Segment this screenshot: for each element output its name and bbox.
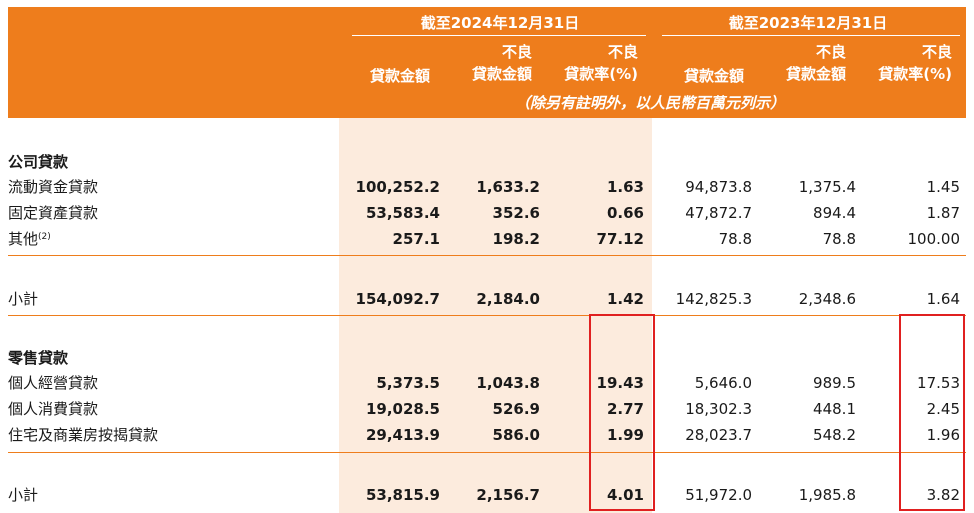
cell: 2,348.6 <box>798 290 856 308</box>
cell: 198.2 <box>492 230 540 248</box>
col-2023-npl-amount: 不良 貸款金額 <box>785 43 846 83</box>
cell: 53,583.4 <box>365 204 440 222</box>
table-row: 住宅及商業房按揭貸款 29,413.9 586.0 1.99 28,023.7 … <box>8 423 966 447</box>
highlight-box-2024-npl-ratio <box>589 314 655 511</box>
table-row: 個人經營貸款 5,373.5 1,043.8 19.43 5,646.0 989… <box>8 371 966 395</box>
cell: 5,373.5 <box>376 374 440 392</box>
table-row: 其他(2) 257.1 198.2 77.12 78.8 78.8 100.00 <box>8 227 966 251</box>
col-2024-loan-amount: 貸款金額 <box>369 67 430 85</box>
col-2024-npl-amount: 不良 貸款金額 <box>471 43 532 83</box>
table-header <box>8 7 966 118</box>
cell: 94,873.8 <box>685 178 752 196</box>
cell: 1.87 <box>926 204 960 222</box>
period-2023-rule <box>662 35 960 36</box>
table-row: 流動資金貸款 100,252.2 1,633.2 1.63 94,873.8 1… <box>8 175 966 199</box>
cell: 2,184.0 <box>476 290 540 308</box>
cell: 448.1 <box>813 400 856 418</box>
footnote-marker: (2) <box>38 232 51 242</box>
currency-note: （除另有註明外，以人民幣百萬元列示） <box>514 94 785 112</box>
period-2024-rule <box>352 35 646 36</box>
cell: 2,156.7 <box>476 486 540 504</box>
col-2023-npl-ratio: 不良 貸款率(%) <box>878 43 952 83</box>
cell: 100,252.2 <box>355 178 440 196</box>
section-label: 公司貸款 <box>8 153 69 171</box>
divider <box>8 315 966 316</box>
period-2023-label: 截至2023年12月31日 <box>728 14 888 32</box>
cell: 989.5 <box>813 374 856 392</box>
row-label: 個人消費貸款 <box>8 400 99 418</box>
highlight-box-2023-npl-ratio <box>899 314 965 511</box>
cell: 142,825.3 <box>675 290 752 308</box>
row-label: 小計 <box>8 486 39 504</box>
row-label: 其他(2) <box>8 230 51 248</box>
cell: 548.2 <box>813 426 856 444</box>
cell: 29,413.9 <box>365 426 440 444</box>
cell: 2.45 <box>926 400 960 418</box>
row-label: 小計 <box>8 290 39 308</box>
cell: 18,302.3 <box>685 400 752 418</box>
cell: 4.01 <box>606 486 644 504</box>
row-label: 住宅及商業房按揭貸款 <box>8 426 159 444</box>
cell: 3.82 <box>926 486 960 504</box>
period-2024-label: 截至2024年12月31日 <box>420 14 580 32</box>
cell: 5,646.0 <box>694 374 752 392</box>
cell: 1,985.8 <box>798 486 856 504</box>
divider <box>8 255 966 256</box>
cell: 1,375.4 <box>798 178 856 196</box>
cell: 17.53 <box>917 374 960 392</box>
cell: 257.1 <box>392 230 440 248</box>
cell: 526.9 <box>492 400 540 418</box>
subtotal-row: 小計 53,815.9 2,156.7 4.01 51,972.0 1,985.… <box>8 483 966 507</box>
cell: 586.0 <box>492 426 540 444</box>
cell: 1.99 <box>606 426 644 444</box>
cell: 53,815.9 <box>365 486 440 504</box>
cell: 19.43 <box>596 374 644 392</box>
cell: 352.6 <box>492 204 540 222</box>
section-corporate-heading: 公司貸款 <box>8 150 966 174</box>
row-label: 流動資金貸款 <box>8 178 99 196</box>
col-2024-npl-ratio: 不良 貸款率(%) <box>564 43 638 83</box>
cell: 78.8 <box>822 230 856 248</box>
col-2023-loan-amount: 貸款金額 <box>683 67 744 85</box>
cell: 2.77 <box>606 400 644 418</box>
table-row: 個人消費貸款 19,028.5 526.9 2.77 18,302.3 448.… <box>8 397 966 421</box>
cell: 28,023.7 <box>685 426 752 444</box>
cell: 894.4 <box>813 204 856 222</box>
divider <box>8 452 966 453</box>
cell: 19,028.5 <box>365 400 440 418</box>
cell: 78.8 <box>718 230 752 248</box>
cell: 1.45 <box>926 178 960 196</box>
cell: 1.96 <box>926 426 960 444</box>
row-label: 個人經營貸款 <box>8 374 99 392</box>
cell: 47,872.7 <box>685 204 752 222</box>
subtotal-row: 小計 154,092.7 2,184.0 1.42 142,825.3 2,34… <box>8 287 966 311</box>
cell: 1.63 <box>606 178 644 196</box>
cell: 1.64 <box>926 290 960 308</box>
row-label: 固定資產貸款 <box>8 204 99 222</box>
cell: 1,043.8 <box>476 374 540 392</box>
cell: 1,633.2 <box>476 178 540 196</box>
cell: 154,092.7 <box>355 290 440 308</box>
cell: 77.12 <box>596 230 644 248</box>
cell: 51,972.0 <box>685 486 752 504</box>
cell: 100.00 <box>907 230 961 248</box>
cell: 0.66 <box>606 204 644 222</box>
section-label: 零售貸款 <box>8 349 69 367</box>
cell: 1.42 <box>606 290 644 308</box>
table-row: 固定資產貸款 53,583.4 352.6 0.66 47,872.7 894.… <box>8 201 966 225</box>
section-retail-heading: 零售貸款 <box>8 346 966 370</box>
